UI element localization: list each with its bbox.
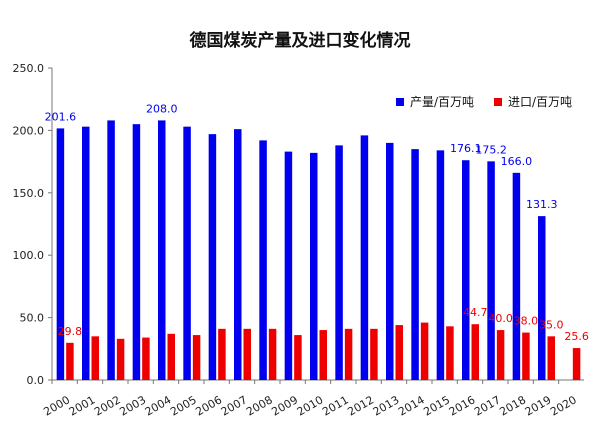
x-tick-label: 2020 bbox=[548, 393, 579, 418]
bar-production bbox=[335, 145, 343, 380]
bar-imports bbox=[167, 333, 175, 380]
bar-production bbox=[82, 126, 90, 380]
y-tick-label: 200.0 bbox=[13, 124, 45, 137]
y-tick-label: 50.0 bbox=[20, 312, 45, 325]
bar-production bbox=[436, 150, 445, 380]
legend-label-production: 产量/百万吨 bbox=[410, 95, 475, 109]
bar-imports bbox=[395, 325, 403, 380]
data-label-production: 201.6 bbox=[45, 110, 77, 123]
bar-imports bbox=[522, 332, 530, 380]
bar-imports bbox=[370, 328, 378, 380]
legend-item-production: 产量/百万吨 bbox=[396, 93, 474, 110]
bar-production bbox=[56, 128, 65, 380]
bar-imports bbox=[547, 336, 555, 380]
legend-swatch-production bbox=[396, 97, 404, 106]
data-label-imports: 44.7 bbox=[463, 306, 488, 319]
legend-label-imports: 进口/百万吨 bbox=[508, 95, 573, 109]
bar-production bbox=[132, 124, 141, 380]
chart-title: 德国煤炭产量及进口变化情况 bbox=[189, 31, 411, 51]
bar-imports bbox=[294, 335, 302, 380]
y-tick-label: 250.0 bbox=[13, 62, 45, 75]
bar-production bbox=[411, 149, 419, 380]
bar-imports bbox=[344, 328, 353, 380]
bar-production bbox=[462, 160, 470, 380]
bar-production bbox=[107, 120, 115, 380]
bar-production bbox=[284, 151, 293, 380]
data-label-imports: 35.0 bbox=[539, 318, 564, 331]
y-tick-label: 100.0 bbox=[13, 249, 45, 262]
data-label-imports: 29.8 bbox=[58, 325, 83, 338]
bar-imports bbox=[319, 330, 327, 380]
bar-imports bbox=[268, 328, 277, 380]
bar-imports bbox=[91, 336, 99, 380]
bar-production bbox=[259, 140, 267, 380]
data-label-imports: 38.0 bbox=[514, 315, 539, 328]
bar-production bbox=[234, 129, 242, 380]
bar-imports bbox=[496, 330, 505, 380]
bar-imports bbox=[218, 328, 226, 380]
data-label-imports: 25.6 bbox=[564, 330, 589, 343]
bar-imports bbox=[420, 322, 429, 380]
bar-imports bbox=[142, 337, 150, 380]
data-label-production: 166.0 bbox=[501, 155, 533, 168]
bar-production bbox=[158, 120, 166, 380]
data-label-production: 131.3 bbox=[526, 198, 558, 211]
bar-imports bbox=[243, 328, 251, 380]
data-label-imports: 40.0 bbox=[488, 312, 513, 325]
bar-production bbox=[310, 152, 318, 380]
bar-imports bbox=[471, 324, 479, 380]
data-label-production: 176.1 bbox=[450, 142, 482, 155]
bar-production bbox=[538, 216, 546, 380]
bar-imports bbox=[66, 342, 74, 380]
bar-production bbox=[360, 135, 369, 380]
bar-imports bbox=[192, 335, 201, 380]
bar-imports bbox=[572, 348, 581, 380]
bar-imports bbox=[116, 338, 125, 380]
y-tick-label: 150.0 bbox=[13, 187, 45, 200]
y-tick-label: 0.0 bbox=[27, 374, 45, 387]
bar-production bbox=[487, 161, 495, 380]
legend-swatch-imports bbox=[494, 97, 502, 106]
bar-production bbox=[512, 172, 521, 380]
bar-production bbox=[386, 142, 394, 380]
legend-item-imports: 进口/百万吨 bbox=[494, 93, 572, 110]
bar-production bbox=[208, 134, 217, 380]
data-label-production: 175.2 bbox=[475, 143, 507, 156]
data-label-production: 208.0 bbox=[146, 102, 178, 115]
bars bbox=[56, 120, 581, 380]
bar-production bbox=[183, 126, 191, 380]
bar-imports bbox=[446, 326, 454, 380]
